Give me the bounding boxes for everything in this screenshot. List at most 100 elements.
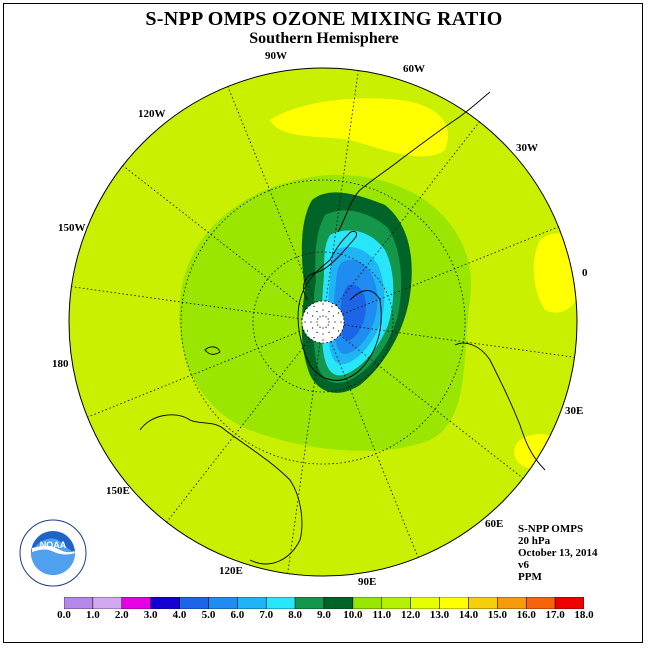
logo-text: NOAA [40,540,67,550]
pole-dot [331,336,333,339]
colorbar-label: 4.0 [172,609,187,621]
ozone-field [69,68,577,576]
meridian-line [87,329,304,418]
pole-dot [331,305,333,308]
latitude-circles [180,179,466,465]
colorbar-segment [208,597,238,609]
pole-dot [322,339,324,341]
pole-dot [332,327,334,329]
meridian-line [330,341,419,558]
lon-label-150w: 150W [58,222,86,234]
colorbar-segment [439,597,469,609]
field-patch-13ppm [533,233,577,313]
pole-dot [334,321,336,323]
pole-dot [328,331,330,333]
pole-dot [332,315,334,317]
colorbar-label: 10.0 [343,609,363,621]
colorbar-segment [352,597,383,609]
new-zealand-outline [204,346,221,355]
field-patch-13ppm [270,98,448,157]
meridian-line [71,286,303,320]
meridian-line [166,338,311,523]
pole-dot [313,305,315,308]
colorbar-label: 8.0 [288,609,302,621]
africa-outline [454,342,546,471]
colorbar [64,597,584,609]
noaa-logo: NOAA [18,518,88,588]
pole-dot [327,324,329,326]
colorbar-segment [294,597,325,609]
colorbar-label: 12.0 [401,609,421,621]
meridian-line [122,165,307,310]
pole-dot [322,303,324,305]
meridian-line [325,70,359,302]
pole-dot [325,316,327,318]
info-instrument: S-NPP OMPS [518,523,584,535]
colorbar-segment [237,597,267,609]
colorbar-label: 15.0 [487,609,507,621]
colorbar-label: 7.0 [259,609,274,621]
colorbar-label: 0.0 [57,609,71,621]
pole-dot [328,321,330,323]
meridian-line [342,226,559,315]
pole-dots [304,303,342,341]
colorbar-segment [554,597,584,609]
pole-dot [328,311,330,313]
meridian-line [287,342,321,574]
lon-label-30w: 30W [516,142,538,154]
colorbar-labels: 0.0 1.0 2.0 3.0 4.0 5.0 6.0 7.0 8.0 9.0 10.0 11.0 12… [0,609,648,623]
lon-label-60e: 60E [485,518,504,530]
colorbar-label: 17.0 [545,609,565,621]
meridian-line [335,121,480,306]
colorbar-segment [92,597,123,609]
pole-dot [319,316,321,318]
pole-dot [337,330,340,332]
pole-mask [302,301,344,343]
pole-dot [313,336,315,339]
pole-dot [322,309,324,311]
pole-dot [317,324,319,326]
pole-dot [304,321,306,323]
pole-dot [306,330,309,332]
pole-dot [340,321,342,323]
meridian-lines [71,70,575,574]
colorbar-segment [381,597,411,609]
lon-label-30e: 30E [565,405,584,417]
pole-dot [316,331,318,333]
pole-dot [312,315,314,317]
lon-label-180: 180 [52,358,69,370]
colorbar-label: 1.0 [86,609,100,621]
colorbar-segment [265,597,296,609]
map-title: S-NPP OMPS OZONE MIXING RATIO [145,8,503,30]
australia-outline [139,414,303,565]
colorbar-label: 11.0 [372,609,392,621]
pole-dot [312,327,314,329]
colorbar-label: 2.0 [114,609,129,621]
pole-dot [337,312,340,314]
pole-dot [325,326,327,328]
colorbar-label: 6.0 [230,609,245,621]
meridian-line [343,324,575,358]
colorbar-label: 3.0 [143,609,158,621]
colorbar-segment [323,597,354,609]
colorbar-label: 18.0 [574,609,594,621]
info-units: PPM [518,571,542,583]
map-subtitle: Southern Hemisphere [249,30,399,47]
colorbar-label: 9.0 [317,609,331,621]
colorbar-label: 14.0 [458,609,479,621]
pole-dot [310,321,312,323]
meridian-line [227,86,316,303]
colorbar-segment [410,597,440,609]
lon-label-90w: 90W [265,50,287,62]
info-date: October 13, 2014 [518,547,598,559]
pole-dot [306,312,309,314]
colorbar-segment [497,597,527,609]
lon-label-120e: 120E [219,565,243,577]
meridian-line [339,334,524,479]
lon-label-60w: 60W [403,63,425,75]
pole-dot [322,315,324,317]
figure-frame [3,3,643,643]
colorbar-segment [121,597,151,609]
colorbar-segment [64,597,94,609]
